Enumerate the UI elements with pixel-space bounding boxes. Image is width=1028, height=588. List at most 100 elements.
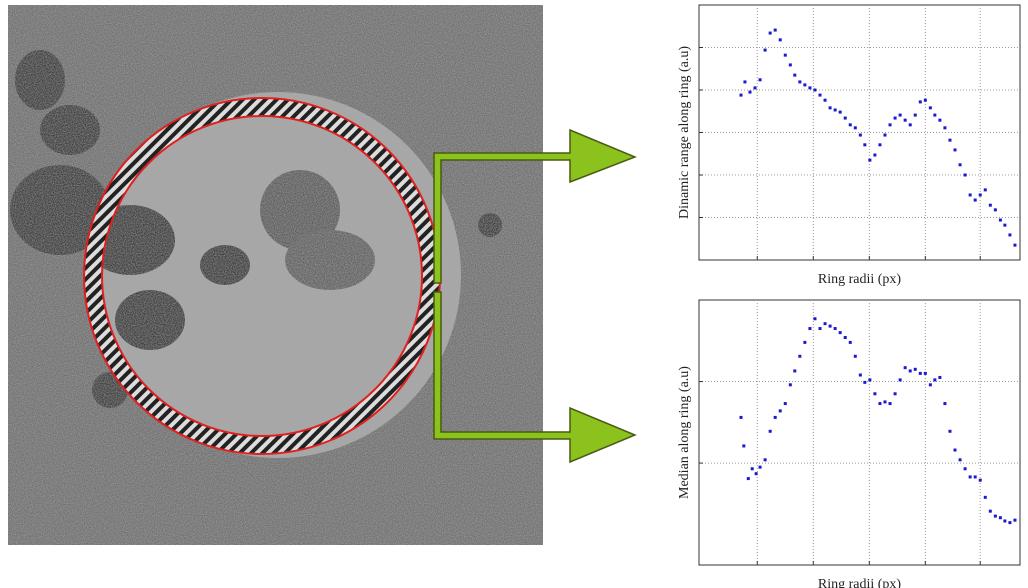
point [1003,519,1007,523]
point [958,458,962,462]
point [938,118,942,122]
point [918,100,922,104]
point [763,458,767,462]
y-axis-label: Dinamic range along ring (a.u) [677,46,692,219]
point [808,327,812,331]
point [758,78,762,82]
point [1008,233,1012,237]
point [888,123,892,127]
point [853,126,857,130]
point [948,429,952,433]
point [778,38,782,42]
point [988,509,992,513]
point [1013,518,1017,522]
arrows [433,128,638,464]
point [788,383,792,387]
point [783,402,787,406]
point [753,86,757,90]
point [983,495,987,499]
point [973,475,977,479]
point [1008,521,1012,525]
point [903,118,907,122]
point [742,444,746,448]
point [913,113,917,117]
point [818,327,822,331]
point [913,367,917,371]
point [943,402,947,406]
point [823,322,827,326]
point [898,113,902,117]
point [893,116,897,120]
point [739,415,743,419]
point [868,378,872,382]
point [893,392,897,396]
point [838,110,842,114]
point [953,148,957,152]
x-axis-label: Ring radii (px) [818,577,902,588]
point [813,88,817,92]
x-axis-label: Ring radii (px) [818,272,902,287]
point [998,516,1002,520]
point [943,126,947,130]
point [988,203,992,207]
plot-frame [698,299,1021,566]
point [923,98,927,102]
point [833,327,837,331]
point [773,415,777,419]
point [743,80,747,84]
point [813,317,817,321]
point [848,340,852,344]
point [798,80,802,84]
point [788,63,792,67]
point [828,106,832,110]
point [968,193,972,197]
point [998,218,1002,222]
point [883,400,887,404]
point [868,158,872,162]
point [778,409,782,413]
point [754,472,758,476]
point [983,188,987,192]
point [933,113,937,117]
point [833,108,837,112]
point [793,369,797,373]
point [908,123,912,127]
point [928,106,932,110]
point [763,48,767,52]
point [818,93,822,97]
y-axis-label: Median along ring (a.u) [677,366,692,499]
point [803,340,807,344]
point [843,116,847,120]
point [883,133,887,137]
micrograph [8,5,543,545]
point [803,83,807,87]
point [993,514,997,518]
point [878,143,882,147]
point [963,467,967,471]
point [748,90,752,94]
point [978,478,982,482]
point [838,331,842,335]
point [858,373,862,377]
point [973,198,977,202]
point [863,380,867,384]
point [888,402,892,406]
point [873,153,877,157]
point [873,392,877,396]
point [903,366,907,370]
point [963,173,967,177]
point [768,31,772,35]
point [768,429,772,433]
point [823,98,827,102]
point [1013,243,1017,247]
point [908,369,912,373]
point [1003,223,1007,227]
point [948,138,952,142]
point [993,208,997,212]
point [793,73,797,77]
point [968,475,972,479]
point [783,53,787,57]
point [928,383,932,387]
